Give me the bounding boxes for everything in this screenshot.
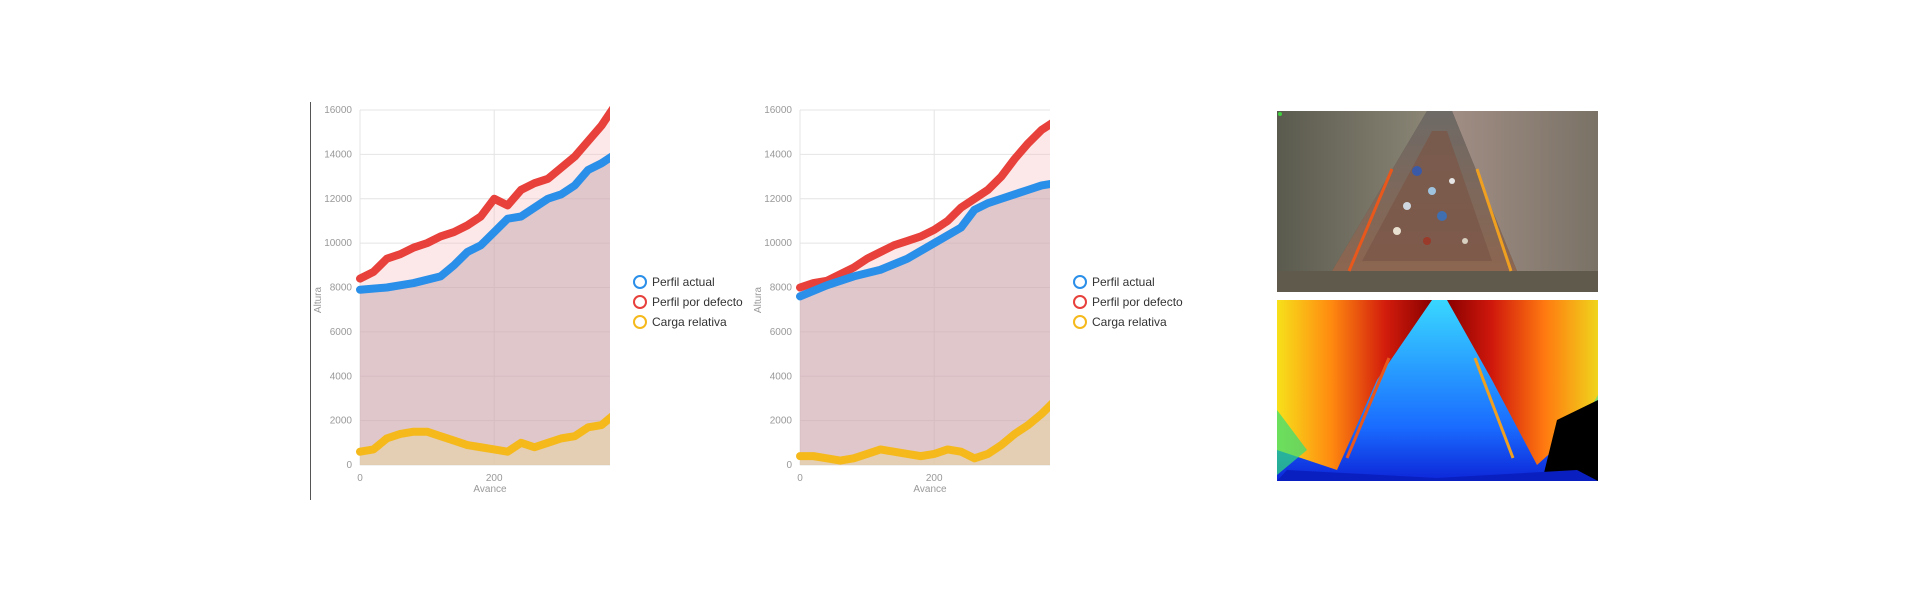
y-tick-label: 14000 [324, 149, 352, 160]
legend-marker-icon [1073, 295, 1087, 309]
camera-rgb-view [1277, 111, 1598, 292]
series-line-2 [356, 412, 610, 456]
x-axis-label: Avance [473, 484, 507, 495]
series-area-1 [800, 124, 1050, 465]
series-line-0 [796, 179, 1050, 301]
legend-item[interactable]: Perfil actual [1073, 272, 1183, 292]
legend-label: Perfil actual [1092, 275, 1155, 289]
series-area-0 [360, 157, 610, 465]
x-tick-label: 0 [357, 473, 363, 484]
legend-marker-icon [633, 295, 647, 309]
legend-item[interactable]: Perfil por defecto [633, 292, 743, 312]
y-tick-label: 16000 [764, 105, 792, 116]
legend-marker-icon [633, 315, 647, 329]
y-tick-label: 10000 [764, 238, 792, 249]
y-tick-label: 16000 [324, 105, 352, 116]
y-tick-label: 0 [346, 460, 352, 471]
chart-perfil-2: 0 2000 4000 6000 8000 10000 12000 14000 16000 0 20… [750, 100, 1050, 500]
legend-label: Perfil actual [652, 275, 715, 289]
legend-item[interactable]: Perfil actual [633, 272, 743, 292]
x-tick-label: 200 [486, 473, 503, 484]
legend-label: Perfil por defecto [652, 295, 743, 309]
series-line-1 [796, 119, 1050, 292]
y-tick-label: 8000 [330, 283, 353, 294]
x-axis-label: Avance [913, 484, 947, 495]
y-tick-label: 4000 [770, 371, 793, 382]
series-line-2 [796, 399, 1050, 465]
y-tick-label: 2000 [330, 416, 353, 427]
legend-marker-icon [1073, 315, 1087, 329]
camera-depth-view [1277, 300, 1598, 481]
legend-marker-icon [1073, 275, 1087, 289]
y-tick-label: 6000 [770, 327, 793, 338]
legend-item[interactable]: Carga relativa [1073, 312, 1183, 332]
chart-svg: 0 2000 4000 6000 8000 10000 12000 14000 16000 0 20… [753, 105, 1050, 495]
y-tick-label: 0 [786, 460, 792, 471]
series-area-2 [360, 418, 610, 465]
legend-marker-icon [633, 275, 647, 289]
legend-item[interactable]: Perfil por defecto [1073, 292, 1183, 312]
chart-svg: 0 2000 4000 6000 8000 10000 12000 14000 16000 0 20… [313, 105, 610, 495]
y-axis-label: Altura [753, 287, 764, 314]
legend-label: Carga relativa [652, 315, 727, 329]
x-tick-label: 200 [926, 473, 943, 484]
y-tick-label: 12000 [324, 194, 352, 205]
x-tick-label: 0 [797, 473, 803, 484]
series-line-1 [356, 105, 610, 283]
y-axis-label: Altura [313, 287, 324, 314]
y-tick-label: 10000 [324, 238, 352, 249]
series-area-0 [800, 184, 1050, 465]
legend-label: Carga relativa [1092, 315, 1167, 329]
y-tick-label: 8000 [770, 283, 793, 294]
y-tick-label: 6000 [330, 327, 353, 338]
y-tick-label: 4000 [330, 371, 353, 382]
y-tick-label: 14000 [764, 149, 792, 160]
y-tick-label: 12000 [764, 194, 792, 205]
legend-label: Perfil por defecto [1092, 295, 1183, 309]
chart-perfil-1: 0 2000 4000 6000 8000 10000 12000 14000 16000 0 20… [310, 100, 610, 500]
legend-item[interactable]: Carga relativa [633, 312, 743, 332]
legend-chart-1: Perfil actual Perfil por defecto Carga rel… [633, 272, 743, 332]
series-line-0 [356, 152, 610, 294]
separator-line [310, 102, 311, 500]
y-tick-label: 2000 [770, 416, 793, 427]
legend-chart-2: Perfil actual Perfil por defecto Carga rel… [1073, 272, 1183, 332]
